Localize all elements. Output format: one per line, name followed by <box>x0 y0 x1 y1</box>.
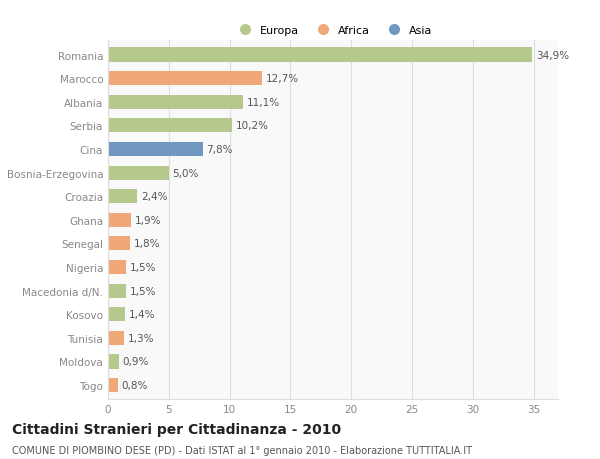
Text: 1,3%: 1,3% <box>127 333 154 343</box>
Bar <box>108 190 137 204</box>
Text: 2,4%: 2,4% <box>141 192 167 202</box>
Bar <box>108 48 532 62</box>
Text: 1,5%: 1,5% <box>130 263 157 273</box>
Text: 1,8%: 1,8% <box>134 239 160 249</box>
Bar <box>108 378 118 392</box>
Text: 10,2%: 10,2% <box>236 121 269 131</box>
Bar <box>108 166 169 180</box>
Text: 0,8%: 0,8% <box>121 380 148 390</box>
Bar <box>108 72 262 86</box>
Text: 34,9%: 34,9% <box>536 50 569 61</box>
Text: 1,4%: 1,4% <box>128 309 155 319</box>
Bar <box>108 284 126 298</box>
Bar <box>108 95 243 110</box>
Bar <box>108 143 203 157</box>
Text: 0,9%: 0,9% <box>122 357 149 367</box>
Text: COMUNE DI PIOMBINO DESE (PD) - Dati ISTAT al 1° gennaio 2010 - Elaborazione TUTT: COMUNE DI PIOMBINO DESE (PD) - Dati ISTA… <box>12 445 472 455</box>
Bar <box>108 331 124 345</box>
Text: 1,9%: 1,9% <box>135 215 161 225</box>
Bar <box>108 213 131 227</box>
Text: 7,8%: 7,8% <box>206 145 233 155</box>
Legend: Europa, Africa, Asia: Europa, Africa, Asia <box>230 22 436 41</box>
Text: 12,7%: 12,7% <box>266 74 299 84</box>
Text: 11,1%: 11,1% <box>247 98 280 107</box>
Bar <box>108 119 232 133</box>
Bar <box>108 354 119 369</box>
Bar <box>108 260 126 274</box>
Text: 1,5%: 1,5% <box>130 286 157 296</box>
Bar <box>108 308 125 322</box>
Text: Cittadini Stranieri per Cittadinanza - 2010: Cittadini Stranieri per Cittadinanza - 2… <box>12 422 341 436</box>
Text: 5,0%: 5,0% <box>172 168 199 178</box>
Bar <box>108 237 130 251</box>
